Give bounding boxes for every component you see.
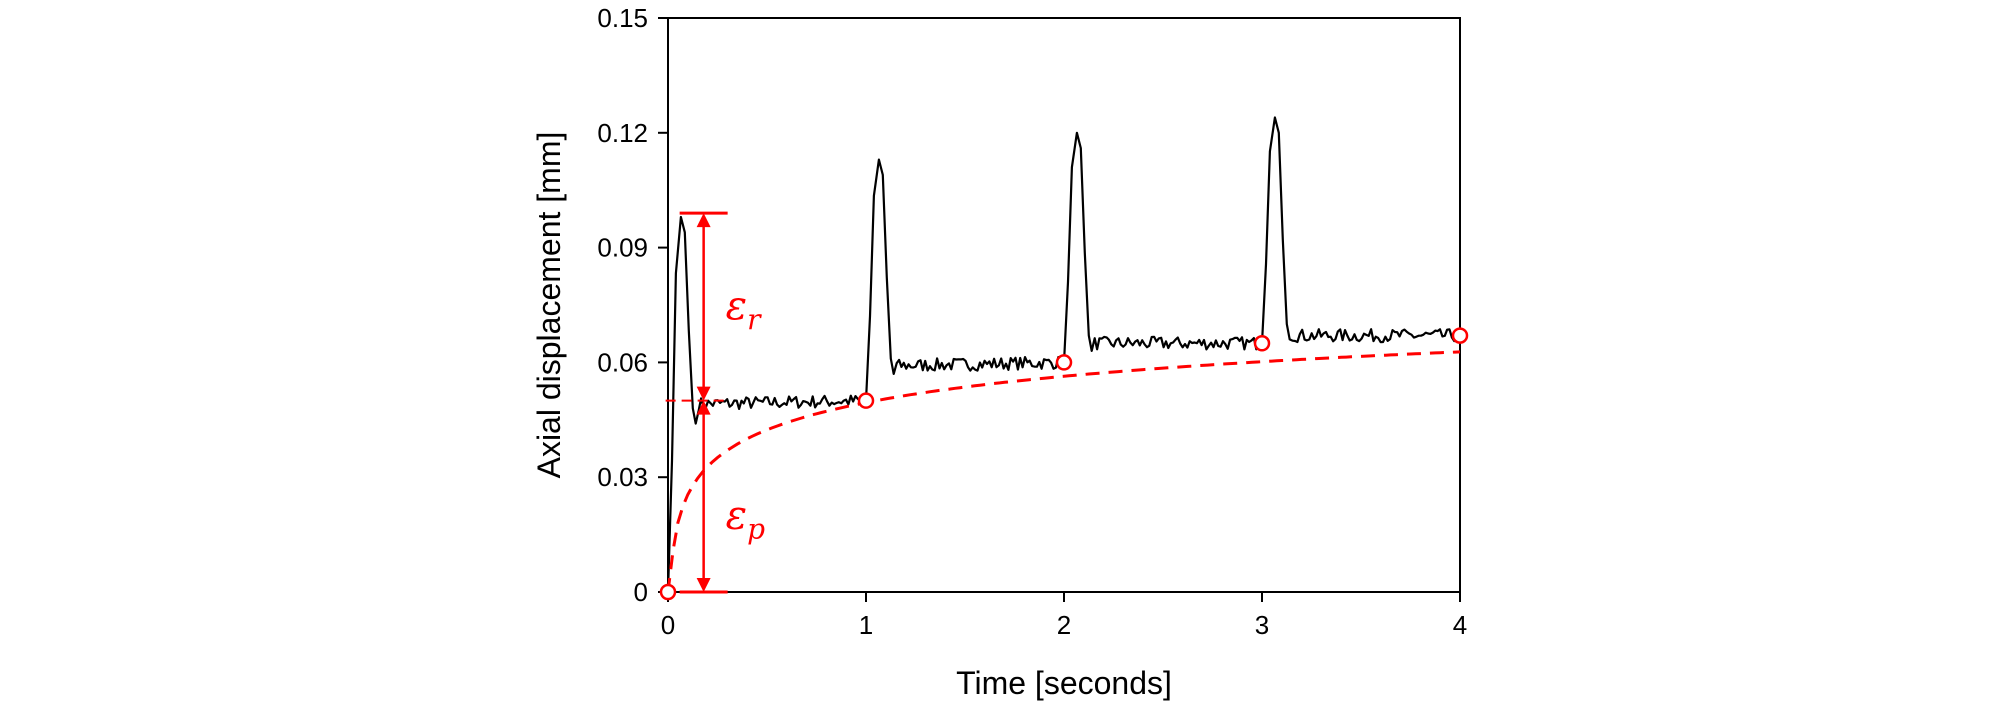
- y-tick-label: 0: [634, 577, 648, 607]
- permanent-displacement-point: [1055, 354, 1073, 371]
- permanent-displacement-point: [659, 583, 677, 601]
- x-tick-label: 2: [1057, 610, 1071, 640]
- annotation-arrow-down: [696, 386, 711, 401]
- annotation-arrow-up: [696, 213, 711, 228]
- annotation-arrow-down: [696, 578, 711, 592]
- annotation-symbol: ε: [726, 492, 747, 538]
- x-tick-label: 3: [1255, 610, 1269, 640]
- permanent-displacement-point: [857, 392, 875, 409]
- annotation-subscript: r: [747, 303, 762, 336]
- permanent-displacement-fit-line: [666, 350, 1461, 593]
- tick-marks: [658, 17, 1461, 602]
- annotation-label: εp: [726, 492, 765, 545]
- annotation-symbol: ε: [726, 283, 747, 329]
- permanent-displacement-point: [1451, 327, 1469, 344]
- x-axis-title: Time [seconds]: [956, 665, 1172, 701]
- annotation-label: εr: [726, 283, 762, 336]
- y-tick-label: 0.15: [597, 3, 648, 33]
- y-axis-title: Axial displacement [mm]: [531, 132, 567, 479]
- y-tick-label: 0.09: [597, 233, 648, 263]
- axes: [667, 17, 1461, 593]
- y-tick-label: 0.12: [597, 118, 648, 148]
- series-layer: [659, 116, 1469, 601]
- permanent-displacement-point: [1253, 335, 1271, 352]
- x-tick-label: 0: [661, 610, 675, 640]
- y-tick-label: 0.06: [597, 347, 648, 377]
- x-tick-label: 1: [859, 610, 873, 640]
- x-tick-label: 4: [1453, 610, 1467, 640]
- plot-frame: [667, 17, 1461, 593]
- annotation-arrow-up: [696, 400, 711, 415]
- label-layer: 0 0.03 0.06 0.09 0.12 0.15 0 1 2 3 4 Time [seconds]…: [531, 3, 1467, 701]
- y-tick-label: 0.03: [597, 462, 648, 492]
- annotation-subscript: p: [747, 512, 765, 545]
